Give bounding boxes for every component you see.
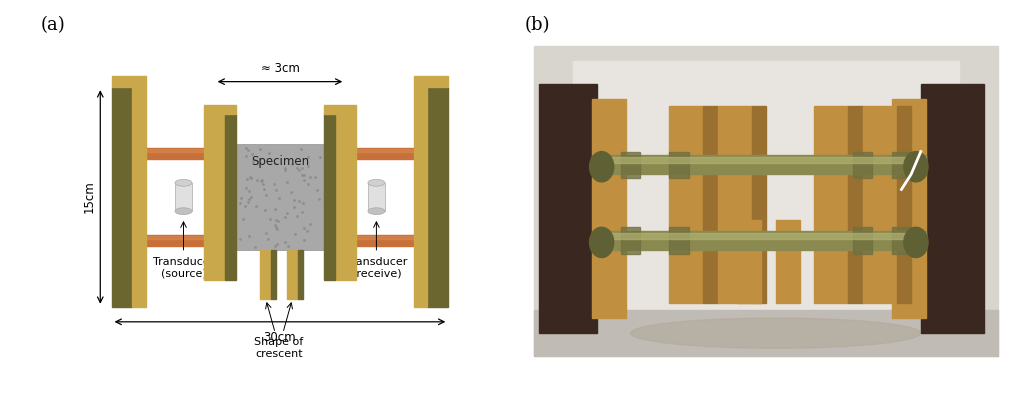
Bar [751, 106, 766, 303]
Ellipse shape [175, 179, 192, 186]
Bar [862, 106, 897, 303]
Bar [146, 148, 414, 159]
Text: 15cm: 15cm [82, 180, 96, 214]
Bar [591, 98, 626, 318]
Text: Shape of
crescent: Shape of crescent [254, 337, 303, 359]
Bar [853, 152, 872, 178]
Bar [146, 149, 414, 152]
Bar [670, 106, 703, 303]
Text: (b): (b) [524, 16, 550, 34]
Bar [271, 250, 276, 299]
Bar [814, 106, 848, 303]
Text: ≈ 3cm: ≈ 3cm [261, 62, 299, 75]
Ellipse shape [589, 152, 614, 182]
Bar [297, 250, 303, 299]
Bar [533, 46, 998, 356]
Bar [287, 250, 297, 299]
Bar [897, 106, 911, 303]
Text: Transducer
(receive): Transducer (receive) [346, 256, 407, 278]
Text: 30cm: 30cm [264, 331, 296, 344]
Bar [591, 231, 925, 250]
Ellipse shape [367, 179, 385, 186]
Ellipse shape [630, 318, 920, 348]
Ellipse shape [367, 208, 385, 215]
Bar [591, 233, 925, 239]
Bar [225, 114, 236, 280]
Bar [112, 87, 132, 307]
Bar [591, 155, 925, 174]
Bar [572, 61, 959, 333]
Text: (a): (a) [41, 16, 65, 34]
Bar [175, 183, 192, 211]
Bar [146, 235, 414, 246]
Bar [367, 183, 385, 211]
Bar [703, 106, 718, 303]
Bar [335, 114, 355, 280]
Bar [428, 87, 448, 307]
Ellipse shape [589, 227, 614, 258]
Ellipse shape [175, 208, 192, 215]
Bar [112, 76, 146, 87]
Bar [146, 236, 414, 240]
Bar [670, 152, 688, 178]
Bar [737, 220, 761, 303]
Bar [892, 152, 911, 178]
Bar [853, 227, 872, 254]
Bar [670, 227, 688, 254]
Bar [892, 227, 911, 254]
Text: Transducer
(source): Transducer (source) [153, 256, 214, 278]
Bar [205, 114, 225, 280]
Bar [539, 84, 597, 333]
Bar [621, 227, 640, 254]
Bar [892, 98, 925, 318]
Bar [132, 87, 146, 307]
Bar [718, 106, 751, 303]
Text: Specimen: Specimen [250, 154, 309, 167]
Bar [920, 84, 983, 333]
Bar [261, 250, 271, 299]
Bar [205, 106, 236, 114]
Bar [324, 114, 335, 280]
Ellipse shape [904, 152, 928, 182]
Bar [324, 106, 355, 114]
Bar [776, 220, 800, 303]
Ellipse shape [904, 227, 928, 258]
Bar [591, 157, 925, 163]
Bar [533, 310, 998, 356]
Bar [236, 144, 324, 250]
Bar [621, 152, 640, 178]
Bar [848, 106, 862, 303]
Bar [414, 87, 428, 307]
Bar [414, 76, 448, 87]
